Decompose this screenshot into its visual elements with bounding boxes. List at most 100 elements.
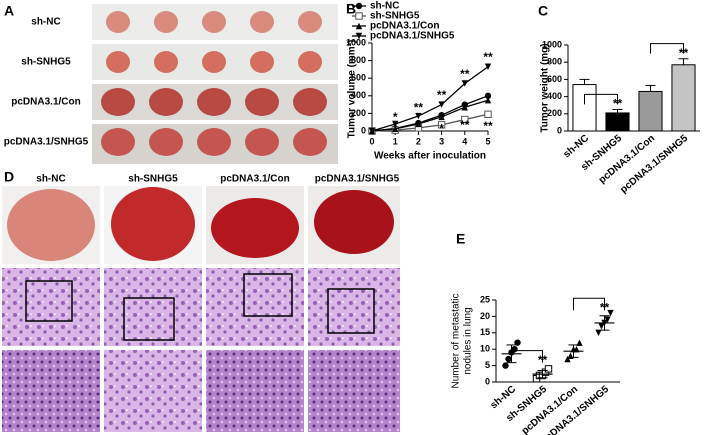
significance: ** — [460, 67, 470, 81]
y-tick-label: 10 — [480, 344, 490, 354]
marker — [437, 121, 446, 129]
y-tick-label: 400 — [547, 91, 562, 101]
histology-zoom — [104, 350, 202, 432]
marker — [484, 92, 492, 100]
x-tick-label: 3 — [439, 136, 444, 146]
series-line — [371, 99, 489, 132]
tumor-photo — [250, 51, 274, 73]
significance: * — [393, 110, 398, 124]
significance: ** — [538, 353, 548, 367]
tumor-photo — [106, 51, 130, 73]
data-point — [607, 309, 614, 317]
column-label: pcDNA3.1/Con — [220, 174, 289, 185]
panel-label: C — [538, 3, 548, 19]
data-point — [505, 355, 512, 363]
tumor-photo — [101, 88, 135, 116]
legend-marker — [355, 32, 363, 40]
bar — [638, 90, 663, 132]
legend-label: pcDNA3.1/Con — [370, 21, 439, 32]
y-tick-label: 0 — [557, 125, 562, 135]
y-tick-label: 15 — [480, 327, 490, 337]
tumor-photo — [154, 51, 178, 73]
y-tick-label: 200 — [547, 108, 562, 118]
column-label: sh-NC — [36, 174, 65, 185]
bar — [572, 84, 597, 132]
significance: ** — [414, 100, 424, 114]
y-tick-label: 25 — [480, 294, 490, 304]
marker — [415, 112, 422, 120]
significance: * — [439, 121, 444, 135]
data-point — [544, 365, 553, 373]
tumor-photo — [298, 51, 322, 73]
y-tick-label: 400 — [351, 90, 366, 100]
panel-label: A — [4, 3, 14, 19]
marker — [438, 113, 445, 121]
series-line — [371, 66, 489, 132]
y-axis-title: nodules in lung — [463, 307, 474, 374]
data-point — [595, 329, 602, 336]
y-tick-label: 20 — [480, 311, 490, 321]
marker — [484, 110, 492, 118]
significance: ** — [483, 119, 493, 133]
zoom-box — [25, 280, 73, 322]
x-tick-label: pcDNA3.1/Con — [597, 133, 657, 186]
marker — [484, 63, 492, 70]
panel-label: D — [4, 169, 14, 185]
significance: ** — [437, 88, 447, 102]
tumor-photo — [154, 11, 178, 33]
column-label: sh-SNHG5 — [128, 174, 178, 185]
legend-marker — [355, 22, 363, 30]
histology — [2, 268, 100, 346]
y-tick-label: 1000 — [346, 37, 366, 47]
y-tick-label: 0 — [361, 125, 366, 135]
x-tick-label: pcDNA3.1/Con — [520, 384, 580, 435]
marker — [392, 125, 399, 132]
significance: ** — [613, 97, 623, 111]
significance: ** — [460, 118, 470, 132]
x-tick-label: 4 — [462, 136, 467, 146]
marker — [392, 120, 399, 128]
panel-label: B — [346, 1, 356, 17]
data-point — [514, 339, 521, 346]
legend-label: pcDNA3.1/SNHG5 — [370, 31, 455, 42]
panel-label: E — [456, 231, 465, 247]
histology — [206, 268, 304, 346]
data-point — [502, 362, 509, 369]
legend-label: sh-NC — [370, 1, 399, 12]
row-label: pcDNA3.1/Con — [11, 97, 80, 108]
y-tick-label: 5 — [485, 360, 490, 370]
lung — [211, 198, 299, 258]
histology — [308, 268, 400, 346]
marker — [461, 115, 469, 124]
y-tick-label: 200 — [351, 108, 366, 118]
marker — [368, 127, 376, 135]
row-label: sh-SNHG5 — [21, 57, 71, 68]
x-axis-title: Weeks after inoculation — [374, 151, 486, 162]
zoom-box — [327, 288, 375, 334]
marker — [461, 104, 468, 111]
legend-label: sh-SNHG5 — [370, 11, 420, 22]
bar — [671, 64, 696, 132]
comparison-bracket — [573, 297, 605, 311]
tumor-photo — [202, 11, 226, 33]
x-tick-label: 1 — [393, 136, 398, 146]
panel-d-images — [2, 186, 400, 432]
column-label: pcDNA3.1/SNHG5 — [315, 174, 400, 185]
significance: ** — [679, 46, 689, 60]
tumor-photo — [202, 51, 226, 73]
x-tick-label: 5 — [485, 136, 490, 146]
marker — [438, 101, 445, 108]
histology-zoom — [206, 350, 304, 432]
tumor-photo — [245, 128, 279, 156]
y-axis-title: Tumor volume (mm³) — [347, 40, 358, 139]
y-tick-label: 600 — [351, 73, 366, 83]
tumor-photo — [149, 128, 183, 156]
tumor-photo — [197, 88, 231, 116]
data-point — [598, 323, 605, 330]
y-tick-label: 600 — [547, 74, 562, 84]
x-tick-label: 0 — [369, 136, 374, 146]
tumor-photo — [245, 88, 279, 116]
lung — [314, 190, 394, 254]
legend-marker — [355, 12, 363, 20]
